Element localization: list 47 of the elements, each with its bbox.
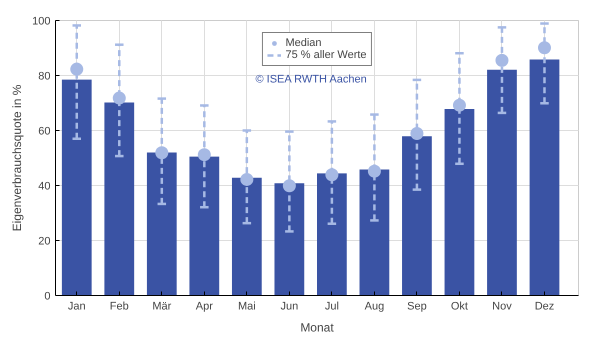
x-axis-title: Monat <box>300 320 334 334</box>
point <box>198 148 211 162</box>
bar <box>444 109 474 296</box>
bar <box>360 170 390 296</box>
point <box>410 127 424 140</box>
bar <box>232 178 262 296</box>
bar <box>487 70 517 296</box>
point <box>155 146 168 160</box>
point <box>495 54 508 67</box>
annotation: 75 % aller Werte <box>285 49 367 61</box>
x-tick-label: Jun <box>280 300 298 312</box>
x-tick-label: Mär <box>152 300 172 312</box>
y-tick-label: 60 <box>38 126 51 138</box>
y-tick-label: 20 <box>38 236 51 248</box>
bar <box>274 183 304 296</box>
x-tick-label: Nov <box>492 300 512 312</box>
point <box>538 41 551 54</box>
point <box>368 164 381 178</box>
x-tick-label: Jan <box>68 300 86 312</box>
x-tick-label: Jul <box>324 300 339 312</box>
x-tick-label: Okt <box>450 300 468 312</box>
y-tick-label: 100 <box>32 16 51 28</box>
y-tick-label: 0 <box>44 290 51 302</box>
bar <box>62 80 92 296</box>
x-tick-label: Dez <box>534 300 554 312</box>
y-tick-label: 40 <box>38 180 51 192</box>
point <box>282 179 296 192</box>
point <box>452 98 466 112</box>
point <box>112 92 126 105</box>
x-tick-label: Mai <box>238 300 256 312</box>
x-tick-label: Apr <box>196 300 214 312</box>
x-tick-label: Aug <box>364 300 384 312</box>
point <box>325 168 338 182</box>
point <box>240 172 254 186</box>
bar <box>189 156 220 296</box>
bar <box>402 136 432 296</box>
y-tick-label: 80 <box>38 70 51 82</box>
y-axis-title: Eigenverbrauchsquote in % <box>10 84 24 232</box>
x-tick-label: Sep <box>407 300 427 312</box>
legend-label: Median <box>285 37 322 49</box>
annotation: © ISEA RWTH Aachen <box>256 74 367 86</box>
bar <box>104 102 134 296</box>
point <box>70 62 84 76</box>
bar <box>317 173 347 296</box>
bar <box>530 60 560 296</box>
bar <box>146 152 177 296</box>
x-tick-label: Feb <box>110 300 129 312</box>
